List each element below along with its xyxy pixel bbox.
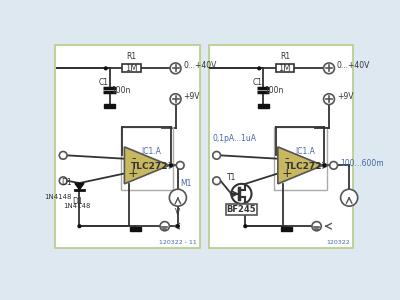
Text: BF245: BF245 xyxy=(227,205,256,214)
Circle shape xyxy=(341,189,358,206)
Circle shape xyxy=(258,67,261,70)
Text: +9V: +9V xyxy=(337,92,353,100)
Circle shape xyxy=(104,67,107,70)
Bar xyxy=(130,227,141,231)
Text: 1N4148: 1N4148 xyxy=(63,203,91,209)
Text: V: V xyxy=(175,208,180,217)
Text: R1: R1 xyxy=(126,52,136,62)
Bar xyxy=(56,45,200,248)
Text: 100...600m: 100...600m xyxy=(340,158,384,167)
Bar xyxy=(281,227,292,231)
Bar xyxy=(258,104,268,108)
Circle shape xyxy=(323,164,326,167)
Circle shape xyxy=(169,189,186,206)
Text: +: + xyxy=(128,167,139,180)
Circle shape xyxy=(170,63,181,74)
Text: 0...+40V: 0...+40V xyxy=(183,61,217,70)
Text: 1M: 1M xyxy=(125,64,138,73)
Text: -: - xyxy=(284,152,289,165)
Text: T1: T1 xyxy=(227,173,236,182)
Circle shape xyxy=(231,184,252,204)
Text: 0...+40V: 0...+40V xyxy=(337,61,370,70)
Text: D1: D1 xyxy=(72,197,82,206)
Text: IC1.A: IC1.A xyxy=(295,147,315,156)
Text: TLC272: TLC272 xyxy=(285,162,322,171)
Circle shape xyxy=(324,63,334,74)
Polygon shape xyxy=(75,183,84,190)
Circle shape xyxy=(170,164,172,167)
Text: 100n: 100n xyxy=(111,86,130,95)
Circle shape xyxy=(244,225,247,228)
Bar xyxy=(120,127,173,190)
Circle shape xyxy=(213,152,220,159)
Bar xyxy=(104,104,115,108)
Text: IC1.A: IC1.A xyxy=(142,147,162,156)
Text: 120322: 120322 xyxy=(326,240,350,245)
Circle shape xyxy=(330,161,338,169)
Text: C1: C1 xyxy=(252,79,262,88)
Text: +9V: +9V xyxy=(183,92,200,100)
Text: 0,1pA...1uA: 0,1pA...1uA xyxy=(213,134,257,143)
Text: TLC272: TLC272 xyxy=(131,162,169,171)
Text: C1: C1 xyxy=(99,79,109,88)
Circle shape xyxy=(176,161,184,169)
Bar xyxy=(209,45,353,248)
Circle shape xyxy=(78,225,81,228)
Circle shape xyxy=(59,152,67,159)
Bar xyxy=(122,64,141,72)
Text: 1N4148: 1N4148 xyxy=(44,194,72,200)
Text: M1: M1 xyxy=(180,179,192,188)
Text: 1M: 1M xyxy=(278,64,291,73)
Circle shape xyxy=(213,177,220,184)
Bar xyxy=(274,127,327,190)
Circle shape xyxy=(176,225,179,228)
Bar xyxy=(276,64,294,72)
Circle shape xyxy=(170,94,181,104)
Text: 120322 - 11: 120322 - 11 xyxy=(159,240,196,245)
Circle shape xyxy=(160,222,169,231)
Text: D1: D1 xyxy=(61,178,72,187)
Circle shape xyxy=(324,94,334,104)
Text: 100n: 100n xyxy=(265,86,284,95)
Text: +: + xyxy=(282,167,292,180)
Bar xyxy=(226,204,257,214)
Circle shape xyxy=(312,222,321,231)
Circle shape xyxy=(59,177,67,184)
Text: -: - xyxy=(131,152,136,165)
Text: R1: R1 xyxy=(280,52,290,62)
Polygon shape xyxy=(278,147,323,184)
Polygon shape xyxy=(124,147,169,184)
